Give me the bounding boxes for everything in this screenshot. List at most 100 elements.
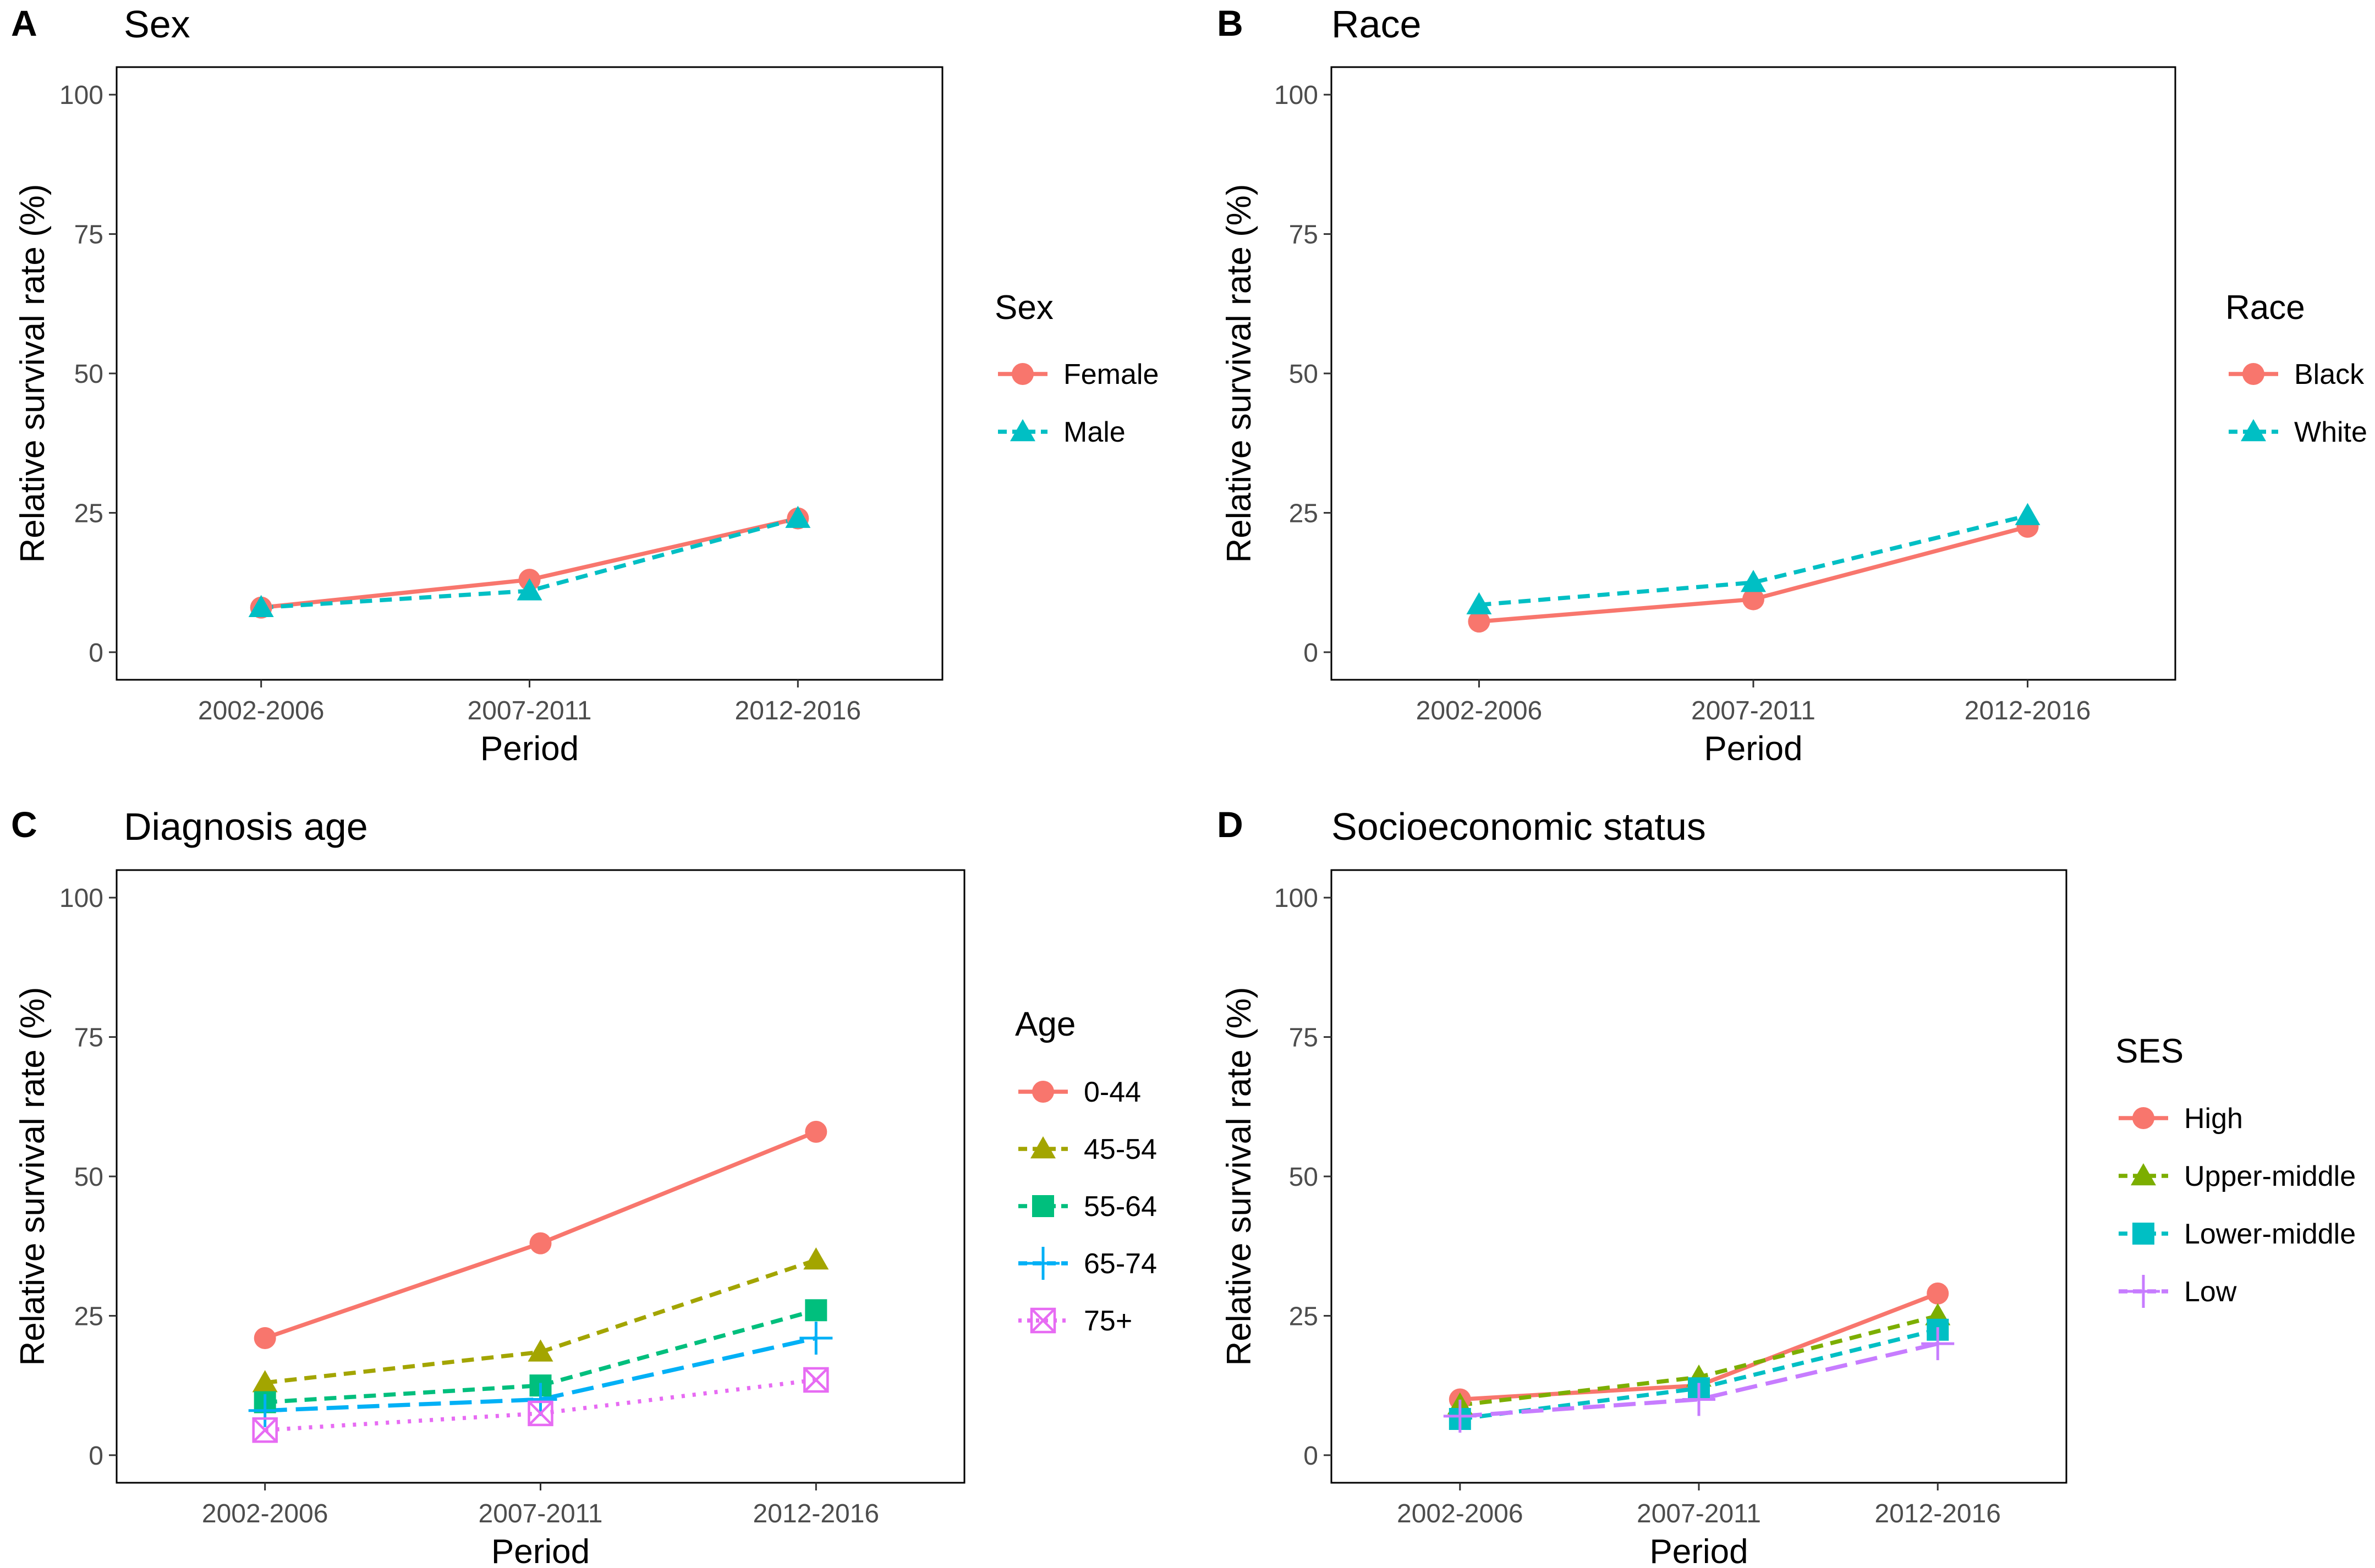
y-axis-title: Relative survival rate (%) — [1220, 987, 1258, 1366]
data-point-2-2-shape — [805, 1299, 827, 1322]
data-point-3-1-shape — [524, 1383, 557, 1416]
x-axis-title: Period — [480, 730, 579, 768]
data-point-3-0 — [1443, 1399, 1477, 1433]
legend-label: 45-54 — [1084, 1134, 1157, 1165]
x-tick-label: 2002-2006 — [202, 1499, 328, 1528]
legend: SES High Upper-middle Lower-middle Low — [2115, 1032, 2356, 1308]
data-point-4-2 — [803, 1367, 829, 1393]
panel-a: A Sex 0 25 50 75 100 2002-2006 2007-2011 2012-201… — [11, 3, 1159, 768]
legend-key-marker-shape — [1027, 1247, 1060, 1280]
data-point-0-0-shape — [254, 1327, 276, 1349]
panel-c: C Diagnosis age 0 25 50 75 100 2002-2006 2007-20… — [11, 804, 1157, 1568]
legend-key-marker-shape — [1032, 1195, 1054, 1217]
y-tick-label: 0 — [89, 1442, 103, 1471]
legend-key-marker-shape — [2241, 419, 2266, 442]
y-tick-label: 50 — [1289, 1163, 1318, 1192]
y-tick-label: 75 — [1289, 1024, 1318, 1053]
legend-key-marker — [1027, 1247, 1060, 1280]
y-tick-label: 100 — [1274, 81, 1318, 110]
legend-key-marker-shape — [1010, 419, 1035, 442]
panel-title: Sex — [124, 3, 190, 46]
panel-title: Socioeconomic status — [1331, 805, 1706, 848]
x-axis-title: Period — [491, 1533, 590, 1568]
y-tick-label: 50 — [1289, 360, 1318, 389]
data-point-0-2 — [1927, 1282, 1949, 1305]
legend-label: Female — [1063, 359, 1159, 390]
y-tick-label: 75 — [1289, 221, 1318, 250]
data-point-1-2 — [2015, 503, 2041, 525]
legend-key-marker-shape — [1012, 363, 1034, 385]
legend-label: White — [2294, 416, 2367, 448]
x-tick-label: 2007-2011 — [479, 1499, 603, 1528]
y-axis-title: Relative survival rate (%) — [14, 987, 52, 1366]
legend-key-marker — [2132, 1107, 2154, 1129]
data-point-0-2-shape — [1927, 1282, 1949, 1305]
data-point-3-1 — [1682, 1383, 1715, 1416]
data-point-0-1-shape — [529, 1232, 552, 1255]
data-point-3-0 — [248, 1394, 282, 1427]
series-line-3 — [265, 1336, 817, 1413]
data-point-3-2-shape — [799, 1321, 833, 1355]
legend-label: Upper-middle — [2184, 1160, 2356, 1192]
y-tick-label: 75 — [74, 1024, 103, 1053]
panel-label: D — [1217, 804, 1243, 845]
data-point-1-0-shape — [248, 595, 274, 618]
legend-key-marker — [2242, 363, 2264, 385]
legend-title: SES — [2115, 1032, 2184, 1070]
data-point-0-1 — [529, 1232, 552, 1255]
data-point-3-2 — [1921, 1327, 1955, 1361]
data-point-0-0 — [254, 1327, 276, 1349]
panel-label: A — [11, 3, 37, 43]
legend-key-marker — [2127, 1275, 2160, 1308]
data-point-1-1 — [517, 578, 542, 601]
panel-label: C — [11, 804, 37, 845]
panel-label: B — [1217, 3, 1243, 43]
series-line-1 — [1479, 513, 2028, 607]
data-point-4-2-shape — [803, 1367, 829, 1393]
data-point-1-1-shape — [1741, 570, 1766, 592]
data-point-1-0-shape — [1466, 592, 1492, 614]
x-tick-label: 2007-2011 — [468, 696, 592, 725]
legend-label: High — [2184, 1103, 2243, 1135]
data-point-1-2-shape — [2015, 503, 2041, 525]
legend-key-marker-shape — [2242, 363, 2264, 385]
series-line-1 — [265, 1258, 817, 1385]
panel-d: D Socioeconomic status 0 25 50 75 100 2002-2006… — [1217, 804, 2356, 1568]
legend-title: Sex — [995, 289, 1054, 327]
data-point-3-2 — [799, 1321, 833, 1355]
x-tick-label: 2007-2011 — [1691, 696, 1815, 725]
x-tick-label: 2012-2016 — [735, 696, 862, 725]
data-point-1-1 — [528, 1339, 553, 1362]
legend-key-marker — [1030, 1136, 1056, 1159]
legend-key-marker-shape — [2131, 1163, 2156, 1186]
legend-label: 55-64 — [1084, 1191, 1157, 1223]
legend-label: Male — [1063, 416, 1126, 448]
data-point-1-2-shape — [785, 505, 811, 528]
x-axis-title: Period — [1649, 1533, 1748, 1568]
series-line-2 — [265, 1308, 817, 1405]
data-point-4-1 — [528, 1400, 553, 1427]
data-point-3-0-shape — [1443, 1399, 1477, 1433]
data-point-3-1-shape — [1682, 1383, 1715, 1416]
x-tick-label: 2002-2006 — [1416, 696, 1543, 725]
x-tick-label: 2002-2006 — [198, 696, 325, 725]
legend-label: 75+ — [1084, 1305, 1132, 1337]
data-point-0-0-shape — [1468, 610, 1490, 633]
data-point-0-2-shape — [805, 1120, 827, 1143]
data-point-2-2 — [805, 1299, 827, 1322]
legend: Age 0-44 45-54 55-64 65-74 75+ — [1015, 1005, 1157, 1337]
data-point-1-2 — [785, 505, 811, 528]
data-point-4-1-shape — [528, 1400, 553, 1427]
data-point-1-1-shape — [528, 1339, 553, 1362]
legend-key-marker-shape — [2132, 1223, 2154, 1245]
y-tick-label: 0 — [1303, 1442, 1318, 1471]
data-point-3-2-shape — [1921, 1327, 1955, 1361]
x-axis-title: Period — [1704, 730, 1802, 768]
data-point-1-0 — [1466, 592, 1492, 614]
series-line-3 — [1460, 1341, 1939, 1418]
legend-label: Low — [2184, 1276, 2237, 1308]
y-tick-label: 0 — [89, 639, 103, 668]
data-point-0-2 — [805, 1120, 827, 1143]
y-tick-label: 0 — [1303, 639, 1318, 668]
